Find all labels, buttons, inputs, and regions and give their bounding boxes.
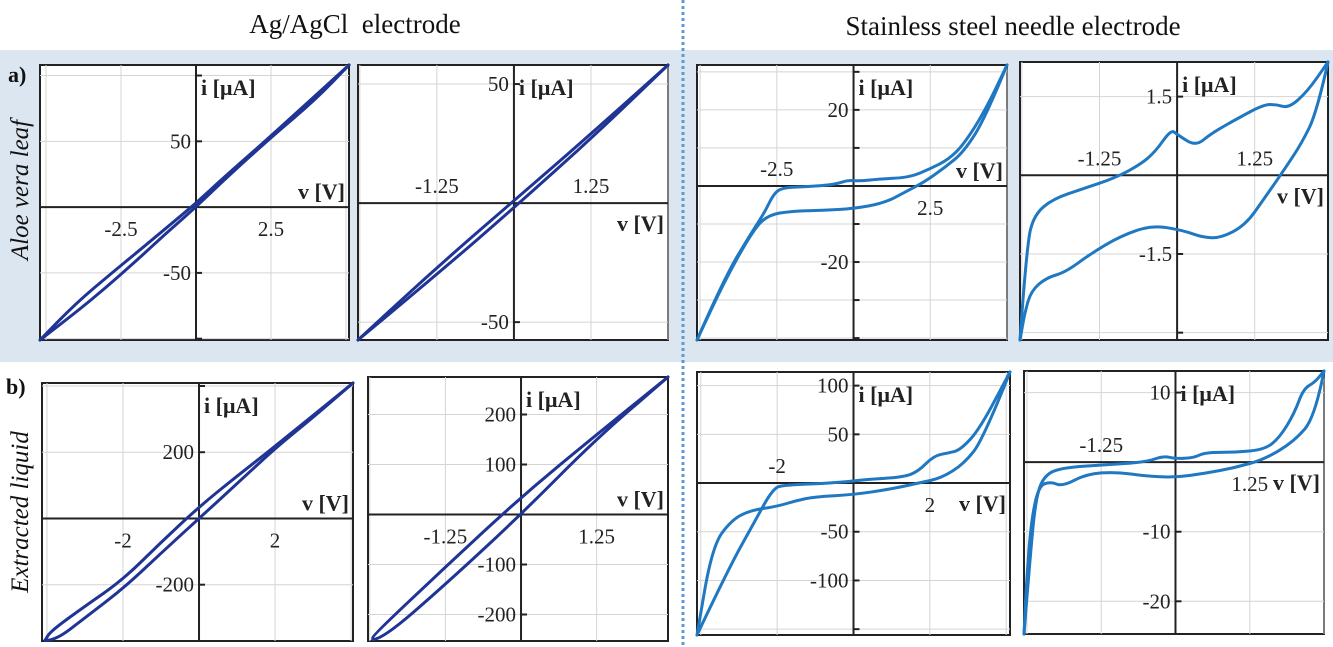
x-tick-label: -1.25 xyxy=(415,174,459,198)
x-axis-label: v [V] xyxy=(298,179,345,204)
cv-sweep-2 xyxy=(695,370,1012,637)
y-tick-label: 50 xyxy=(488,72,509,96)
x-tick-label: 1.25 xyxy=(1231,472,1268,496)
y-tick-label: 50 xyxy=(170,129,191,153)
row-b-name: Extracted liquid xyxy=(7,431,34,594)
subplot-5: -2 2 200 -200 i [μA] v [V] xyxy=(41,381,355,642)
x-tick-label: -2 xyxy=(114,528,132,552)
x-axis-label: v [V] xyxy=(959,491,1006,516)
cv-sweep-2 xyxy=(371,375,670,641)
y-tick-label: 50 xyxy=(828,422,849,446)
x-axis-label: v [V] xyxy=(1273,470,1320,495)
cv-sweep-2 xyxy=(356,63,670,342)
y-axis-label: i [μA] xyxy=(201,75,256,100)
y-tick-label: -50 xyxy=(163,261,191,285)
row-a-name: Aloe vera leaf xyxy=(7,117,34,262)
subplot-4: -1.25 1.25 1.5 -1.5 i [μA] v [V] xyxy=(1018,60,1330,342)
x-tick-label: -2.5 xyxy=(760,157,793,181)
y-axis-label: i [μA] xyxy=(1180,381,1235,406)
y-tick-label: -50 xyxy=(821,520,849,544)
subplot-8: -1.25 1.25 10 -10 -20 i [μA] v [V] xyxy=(1022,369,1326,636)
x-axis-label: v [V] xyxy=(302,490,349,515)
y-tick-label: -20 xyxy=(1142,589,1170,613)
y-axis-label: i [μA] xyxy=(526,387,581,412)
x-axis-label: v [V] xyxy=(617,211,664,236)
cv-sweep-1 xyxy=(356,63,670,342)
x-tick-label: -1.25 xyxy=(424,525,468,549)
y-tick-label: 20 xyxy=(828,98,849,122)
x-axis-label: v [V] xyxy=(1277,183,1324,208)
row-a-label: a) xyxy=(8,62,26,87)
x-tick-label: 2.5 xyxy=(258,217,284,241)
cv-sweep-2 xyxy=(43,381,355,642)
x-tick-label: 1.25 xyxy=(573,174,610,198)
x-tick-label: -1.25 xyxy=(1078,146,1122,170)
y-tick-label: 200 xyxy=(485,403,517,427)
x-tick-label: 2 xyxy=(270,528,281,552)
subplot-2: -1.25 1.25 50 -50 i [μA] v [V] xyxy=(356,63,670,342)
plot-area xyxy=(1019,61,1329,341)
plot-area xyxy=(1023,370,1325,635)
y-tick-label: -10 xyxy=(1142,520,1170,544)
y-axis-label: i [μA] xyxy=(859,75,914,100)
cv-sweep-1 xyxy=(43,381,355,642)
header-agcl: Ag/AgCl electrode xyxy=(249,9,460,39)
y-axis-label: i [μA] xyxy=(859,382,914,407)
y-tick-label: -100 xyxy=(478,553,517,577)
y-tick-label: -100 xyxy=(810,568,849,592)
cv-sweep-1 xyxy=(371,375,670,641)
y-tick-label: 1.5 xyxy=(1146,85,1172,109)
header-steel: Stainless steel needle electrode xyxy=(845,11,1180,41)
subplot-6: -1.25 1.25 200 100 -100 -200 i [μA] v [V] xyxy=(367,375,670,642)
y-tick-label: -200 xyxy=(478,603,517,627)
y-tick-label: 100 xyxy=(485,453,517,477)
x-tick-label: 2 xyxy=(925,493,936,517)
cv-sweep-2 xyxy=(695,63,1009,342)
x-axis-label: v [V] xyxy=(956,158,1003,183)
cv-sweep-1 xyxy=(1018,60,1330,342)
cv-sweep-2 xyxy=(1022,369,1326,636)
subplot-7: -2 2 100 50 -50 -100 i [μA] v [V] xyxy=(695,370,1012,637)
subplot-1: -2.5 2.5 50 -50 i [μA] v [V] xyxy=(38,63,351,342)
y-axis-label: i [μA] xyxy=(1182,72,1237,97)
x-tick-label: -2 xyxy=(768,454,786,478)
y-tick-label: 10 xyxy=(1149,381,1170,405)
x-tick-label: 1.25 xyxy=(1236,146,1273,170)
x-tick-label: 1.25 xyxy=(578,525,615,549)
y-tick-label: 100 xyxy=(817,374,849,398)
cv-sweep-1 xyxy=(695,63,1009,342)
x-axis-label: v [V] xyxy=(617,487,664,512)
y-axis-label: i [μA] xyxy=(519,75,574,100)
plot-area xyxy=(696,64,1008,341)
cv-sweep-2 xyxy=(1018,60,1330,342)
x-tick-label: -2.5 xyxy=(104,217,137,241)
cv-sweep-1 xyxy=(1022,369,1326,636)
x-tick-label: -1.25 xyxy=(1079,433,1123,457)
y-axis-label: i [μA] xyxy=(204,393,259,418)
cv-sweep-2 xyxy=(38,63,351,342)
cv-sweep-1 xyxy=(38,63,351,342)
y-tick-label: 200 xyxy=(163,440,195,464)
y-tick-label: -1.5 xyxy=(1139,242,1172,266)
y-tick-label: -200 xyxy=(156,573,195,597)
x-tick-label: 2.5 xyxy=(917,196,943,220)
subplot-3: -2.5 2.5 20 -20 i [μA] v [V] xyxy=(695,63,1009,342)
y-tick-label: -50 xyxy=(481,310,509,334)
row-b-label: b) xyxy=(6,374,26,399)
y-tick-label: -20 xyxy=(821,250,849,274)
